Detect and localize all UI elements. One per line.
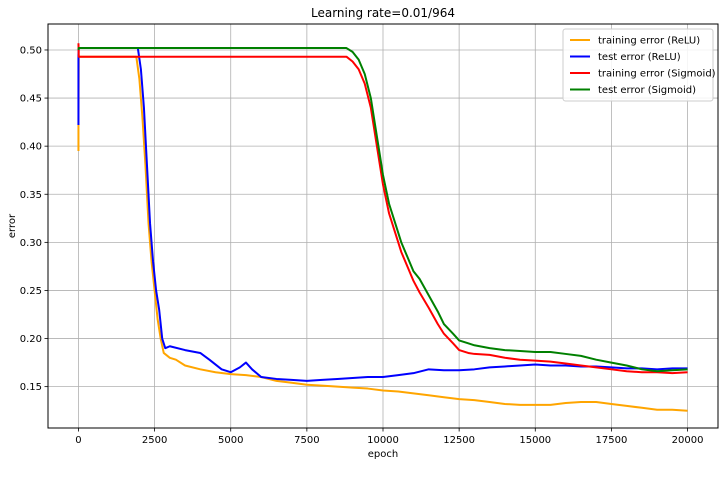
series-layer — [77, 43, 688, 412]
y-tick-label: 0.25 — [20, 286, 42, 297]
x-tick-label: 0 — [75, 435, 81, 446]
y-tick-label: 0.35 — [20, 190, 42, 201]
legend-label-2: training error (Sigmoid) — [598, 69, 716, 80]
x-tick-label: 12500 — [443, 435, 475, 446]
y-axis-label: error — [7, 213, 18, 238]
chart-title: Learning rate=0.01/964 — [311, 6, 455, 20]
legend-label-0: training error (ReLU) — [598, 36, 700, 47]
series-line-3 — [77, 47, 688, 373]
series-line-1 — [77, 47, 688, 382]
x-tick-label: 17500 — [596, 435, 628, 446]
legend: training error (ReLU) test error (ReLU) tr… — [562, 28, 716, 102]
y-tick-label: 0.30 — [20, 238, 42, 249]
x-tick-label: 15000 — [519, 435, 551, 446]
y-tick-label: 0.45 — [20, 94, 42, 105]
series-line-0 — [77, 55, 688, 412]
legend-label-3: test error (Sigmoid) — [598, 85, 696, 96]
x-tick-label: 7500 — [294, 435, 319, 446]
x-axis-ticks: 0 2500 5000 7500 10000 12500 15000 17500 20000 — [75, 428, 703, 446]
legend-label-1: test error (ReLU) — [598, 52, 681, 63]
series-line-2 — [77, 43, 688, 375]
y-axis-ticks: 0.15 0.20 0.25 0.30 0.35 0.40 0.45 0.50 — [20, 45, 48, 393]
y-tick-label: 0.40 — [20, 142, 42, 153]
y-tick-label: 0.15 — [20, 382, 42, 393]
x-tick-label: 10000 — [367, 435, 399, 446]
x-tick-label: 5000 — [218, 435, 243, 446]
legend-frame — [562, 28, 714, 102]
x-axis-label: epoch — [368, 449, 398, 460]
grid — [48, 24, 718, 428]
y-tick-label: 0.50 — [20, 45, 42, 56]
x-tick-label: 20000 — [672, 435, 704, 446]
x-tick-label: 2500 — [142, 435, 167, 446]
y-tick-label: 0.20 — [20, 334, 42, 345]
